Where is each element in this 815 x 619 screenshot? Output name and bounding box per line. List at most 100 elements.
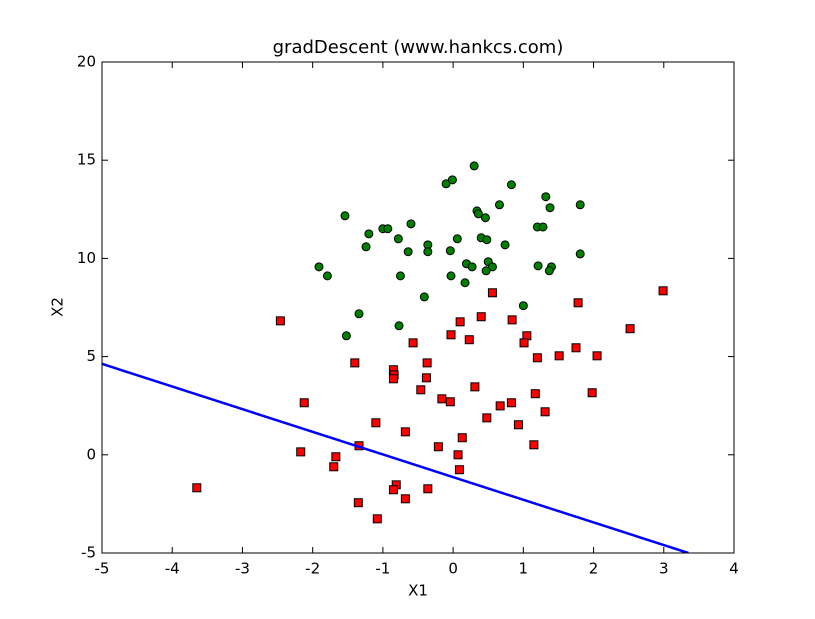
square-point: [423, 484, 433, 494]
square-point: [400, 427, 410, 437]
circle-point: [447, 175, 457, 185]
x-axis-label: X1: [408, 582, 428, 600]
square-point: [506, 398, 516, 408]
square-point: [587, 388, 597, 398]
circle-point: [467, 262, 477, 272]
square-point: [455, 317, 465, 327]
square-point: [573, 298, 583, 308]
y-tick-label: 10: [77, 249, 96, 267]
square-point: [275, 316, 285, 326]
chart-title: gradDescent (www.hankcs.com): [273, 37, 564, 58]
square-point: [457, 433, 467, 443]
circle-point: [500, 240, 510, 250]
circle-point: [487, 262, 497, 272]
square-point: [495, 401, 505, 411]
circle-point: [361, 242, 371, 252]
square-point: [658, 286, 668, 296]
square-point: [529, 440, 539, 450]
square-point: [554, 351, 564, 361]
square-point: [540, 407, 550, 417]
circle-point: [340, 211, 350, 221]
square-point: [571, 343, 581, 353]
y-tick-label: 5: [86, 347, 96, 365]
x-tick-label: -1: [375, 560, 390, 578]
x-tick-label: -5: [95, 560, 110, 578]
square-point: [453, 450, 463, 460]
circle-point: [322, 271, 332, 281]
square-point: [388, 374, 398, 384]
circle-point: [575, 249, 585, 259]
square-point: [400, 494, 410, 504]
circle-point: [481, 266, 491, 276]
circle-point: [541, 192, 551, 202]
square-point: [487, 288, 497, 298]
circle-point: [383, 224, 393, 234]
square-point: [329, 462, 339, 472]
circle-point: [314, 262, 324, 272]
square-point: [296, 447, 306, 457]
square-point: [530, 389, 540, 399]
square-point: [482, 413, 492, 423]
x-tick-label: 3: [659, 560, 669, 578]
square-point: [192, 483, 202, 493]
square-point: [592, 351, 602, 361]
square-point: [350, 358, 360, 368]
circle-point: [394, 321, 404, 331]
circle-point: [393, 234, 403, 244]
square-point: [388, 485, 398, 495]
square-point: [446, 330, 456, 340]
circle-point: [480, 213, 490, 223]
square-point: [532, 353, 542, 363]
y-axis-label: X2: [49, 297, 67, 317]
circle-point: [364, 229, 374, 239]
square-point: [464, 335, 474, 345]
circle-point: [403, 247, 413, 257]
square-point: [625, 324, 635, 334]
axes-frame: [101, 61, 735, 554]
square-point: [416, 385, 426, 395]
circle-point: [445, 246, 455, 256]
circle-point: [482, 235, 492, 245]
circle-point: [354, 309, 364, 319]
square-point: [372, 514, 382, 524]
square-point: [470, 382, 480, 392]
circle-point: [419, 292, 429, 302]
square-point: [507, 315, 517, 325]
square-point: [299, 398, 309, 408]
square-point: [421, 373, 431, 383]
square-point: [433, 442, 443, 452]
circle-point: [423, 247, 433, 257]
circle-point: [494, 200, 504, 210]
decision-line: [102, 362, 689, 553]
x-tick-label: 0: [448, 560, 458, 578]
circle-point: [545, 203, 555, 213]
x-tick-label: 1: [519, 560, 529, 578]
plot-area: [102, 161, 689, 553]
square-point: [454, 465, 464, 475]
circle-point: [538, 222, 548, 232]
square-point: [353, 498, 363, 508]
x-tick-label: -3: [235, 560, 250, 578]
circle-point: [469, 161, 479, 171]
circle-point: [452, 234, 462, 244]
y-tick-label: 0: [86, 445, 96, 463]
square-point: [331, 452, 341, 462]
circle-point: [473, 209, 483, 219]
circle-point: [341, 331, 351, 341]
x-tick-label: 2: [589, 560, 599, 578]
y-tick-label: -5: [81, 544, 96, 562]
circle-point: [533, 261, 543, 271]
circle-point: [575, 200, 585, 210]
circle-point: [506, 180, 516, 190]
x-tick-label: -4: [165, 560, 180, 578]
circle-point: [460, 278, 470, 288]
square-point: [445, 397, 455, 407]
circle-point: [395, 271, 405, 281]
circle-point: [406, 219, 416, 229]
x-tick-label: 4: [729, 560, 739, 578]
circle-point: [441, 179, 451, 189]
x-tick-label: -2: [305, 560, 320, 578]
square-point: [408, 338, 418, 348]
